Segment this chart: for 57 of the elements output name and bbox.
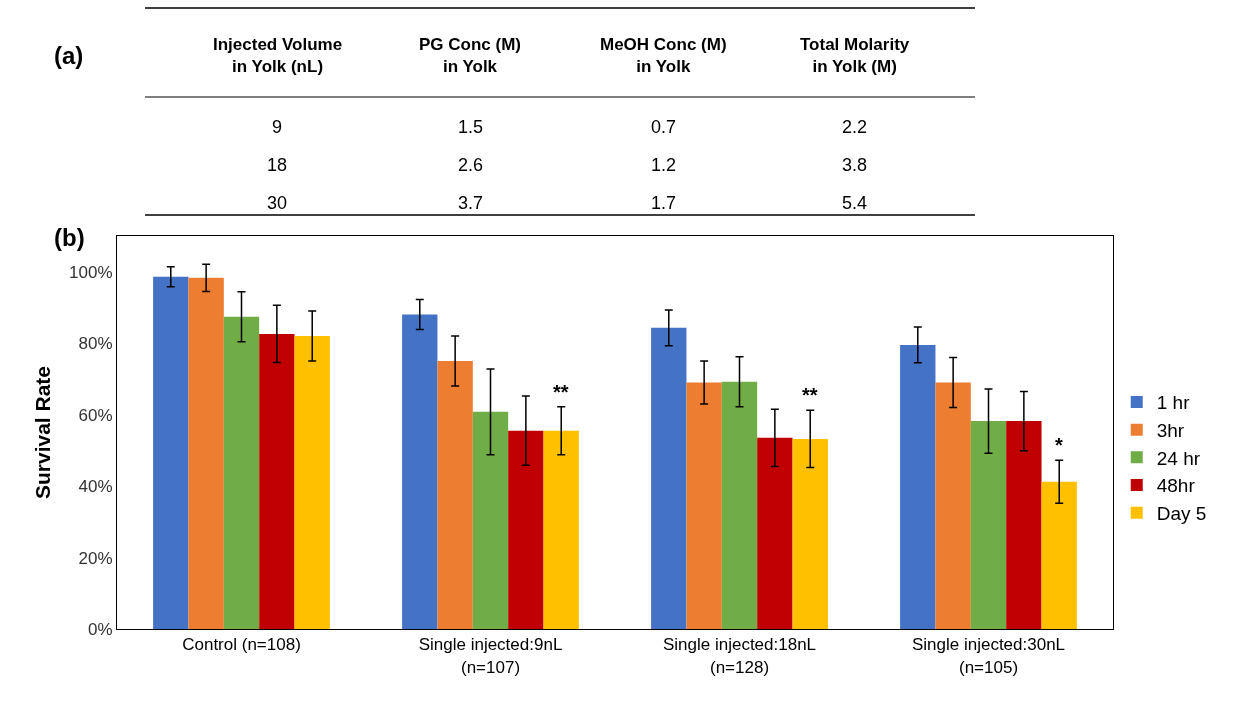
bar [757, 437, 793, 629]
bar [472, 411, 509, 629]
bar [153, 276, 189, 629]
legend-label: 3hr [1156, 420, 1185, 442]
annotation: ** [802, 384, 818, 406]
legend-label: 48hr [1156, 475, 1196, 497]
text: (a) [54, 42, 84, 69]
category-label: MeOH Conc (M) in Yolk [600, 35, 727, 77]
bar [792, 438, 828, 629]
text: 1.5 [458, 117, 484, 137]
bar [970, 421, 1007, 629]
bar [651, 327, 687, 629]
bar [259, 333, 295, 629]
text: 0.7 [651, 117, 677, 137]
legend-label: 24 hr [1156, 447, 1201, 469]
bar [543, 430, 579, 629]
legend-label: Day 5 [1156, 503, 1207, 525]
text: 18 [267, 155, 288, 175]
bar [188, 277, 224, 629]
bar [294, 336, 330, 629]
text: 2.6 [458, 155, 484, 175]
bar [935, 382, 971, 629]
text: 9 [272, 117, 283, 137]
category-label: Total Molarity in Yolk (M) [800, 35, 910, 77]
text: 1.7 [651, 193, 677, 213]
y-tick-label: 80% [78, 334, 113, 354]
text: 2.2 [842, 117, 868, 137]
text: 3.7 [458, 193, 484, 213]
bar [437, 361, 473, 629]
category-label: PG Conc (M) in Yolk [419, 35, 521, 77]
annotation: * [1055, 434, 1063, 456]
category-label: Injected Volume in Yolk (nL) [213, 35, 343, 77]
y-axis-title: Survival Rate [31, 365, 55, 500]
y-tick-label: 0% [88, 619, 113, 639]
x-tick-label: Single injected:30nL (n=105) [911, 635, 1066, 677]
bar [686, 382, 722, 629]
x-tick-label: Single injected:9nL (n=107) [418, 635, 563, 677]
y-tick-label: 20% [78, 548, 113, 568]
bar [402, 314, 438, 629]
bar [1006, 421, 1042, 629]
y-tick-label: 40% [78, 477, 113, 497]
x-tick-label: Single injected:18nL (n=128) [662, 635, 817, 677]
text: 3.8 [842, 155, 868, 175]
bar [223, 316, 260, 629]
bar [721, 381, 758, 629]
y-tick-label: 60% [78, 405, 113, 425]
text: 5.4 [842, 193, 868, 213]
annotation: ** [553, 381, 569, 403]
text: 1.2 [651, 155, 677, 175]
bar [508, 430, 544, 629]
chart-title: (b) [54, 224, 85, 251]
bar [900, 344, 936, 629]
bar [1041, 481, 1077, 629]
y-tick-label: 100% [69, 262, 113, 282]
text: 30 [267, 193, 288, 213]
legend-label: 1 hr [1156, 392, 1191, 414]
x-tick-label: Control (n=108) [182, 635, 301, 655]
